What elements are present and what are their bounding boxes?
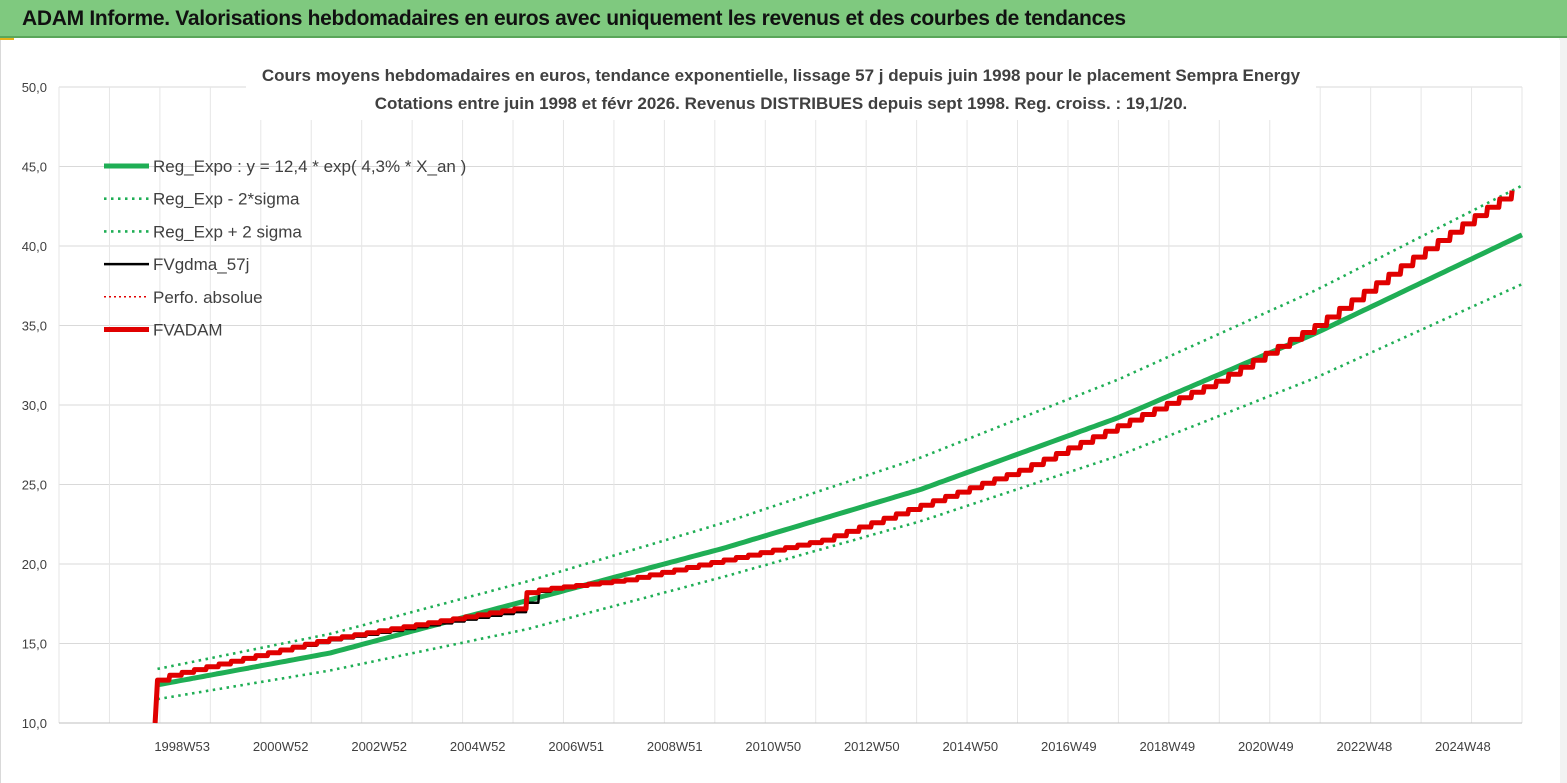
title-backdrop	[246, 60, 1316, 120]
y-tick-label: 40,0	[22, 239, 47, 254]
y-tick-label: 15,0	[22, 637, 47, 652]
x-tick-label: 2000W52	[253, 739, 309, 754]
legend-label: Reg_Expo : y = 12,4 * exp( 4,3% * X_an )	[153, 157, 466, 176]
series-line-0	[157, 232, 1524, 688]
x-axis-ticks: 1998W53 2000W52 2002W52 2004W52 2006W51 2008W…	[154, 739, 1490, 754]
y-axis-ticks: 10,0 15,0 20,0 25,0 30,0 35,0 40,0 45,0 50,0	[22, 80, 47, 731]
y-tick-label: 30,0	[22, 398, 47, 413]
x-tick-label: 2010W50	[745, 739, 801, 754]
y-tick-label: 45,0	[22, 160, 47, 175]
series-line-2	[157, 184, 1523, 671]
legend: Reg_Expo : y = 12,4 * exp( 4,3% * X_an )…	[104, 157, 466, 340]
report-title: ADAM Informe. Valorisations hebdomadaire…	[22, 7, 1126, 30]
x-tick-label: 1998W53	[154, 739, 210, 754]
gridlines	[58, 86, 1523, 724]
chart-subtitle: Cotations entre juin 1998 et févr 2026. …	[375, 94, 1188, 113]
legend-label: Perfo. absolue	[153, 288, 263, 307]
chart-title: Cours moyens hebdomadaires en euros, ten…	[262, 66, 1301, 85]
legend-label: Reg_Exp - 2*sigma	[153, 190, 300, 209]
x-tick-label: 2016W49	[1041, 739, 1097, 754]
y-tick-label: 20,0	[22, 557, 47, 572]
x-tick-label: 2008W51	[647, 739, 703, 754]
y-tick-label: 10,0	[22, 716, 47, 731]
x-tick-label: 2006W51	[548, 739, 604, 754]
x-tick-label: 2018W49	[1140, 739, 1196, 754]
chart-svg: 10,0 15,0 20,0 25,0 30,0 35,0 40,0 45,0 50,0 199…	[22, 60, 1524, 754]
x-tick-label: 2004W52	[450, 739, 506, 754]
y-tick-label: 25,0	[22, 478, 47, 493]
series-line-4	[152, 190, 1515, 724]
y-tick-label: 50,0	[22, 80, 47, 95]
x-tick-label: 2002W52	[351, 739, 407, 754]
right-scroll-strip	[1559, 38, 1567, 783]
chart-panel: 10,0 15,0 20,0 25,0 30,0 35,0 40,0 45,0 50,0 199…	[0, 40, 1560, 783]
x-tick-label: 2024W48	[1435, 739, 1491, 754]
x-tick-label: 2014W50	[942, 739, 998, 754]
series-lines	[152, 184, 1524, 724]
legend-label: FVADAM	[153, 321, 223, 340]
legend-label: Reg_Exp + 2 sigma	[153, 222, 302, 241]
x-tick-label: 2022W48	[1337, 739, 1393, 754]
y-tick-label: 35,0	[22, 319, 47, 334]
legend-label: FVgdma_57j	[153, 255, 249, 274]
x-tick-label: 2020W49	[1238, 739, 1294, 754]
report-header: ADAM Informe. Valorisations hebdomadaire…	[0, 0, 1567, 38]
x-tick-label: 2012W50	[844, 739, 900, 754]
series-line-1	[157, 283, 1523, 701]
